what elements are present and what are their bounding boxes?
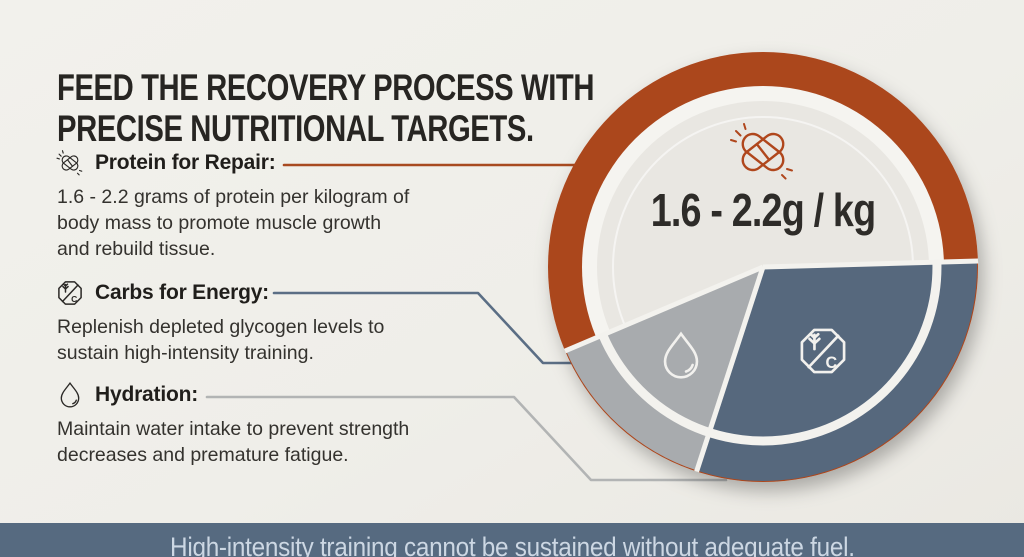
section-body: Maintain water intake to prevent strengt… [57, 418, 410, 466]
section-heading: Carbs for Energy: [95, 281, 269, 304]
plate-rim-arc [598, 262, 942, 446]
section-hydration: Hydration: Maintain water intake to prev… [55, 380, 475, 468]
protein-capsules-icon [730, 123, 793, 180]
water-drop-icon [663, 331, 699, 379]
section-body: Replenish depleted glycogen levels to su… [57, 316, 385, 364]
section-carbs: C Carbs for Energy: Replenish depleted g… [55, 278, 475, 366]
section-body: 1.6 - 2.2 grams of protein per kilogram … [57, 186, 410, 260]
section-heading: Protein for Repair: [95, 151, 276, 174]
carb-letter: C [826, 354, 838, 372]
hydration-slice [566, 267, 763, 471]
wheat-crossed-c-icon: C [800, 328, 846, 374]
carb-letter: C [71, 294, 77, 304]
page-title: FEED THE RECOVERY PROCESS WITH PRECISE N… [57, 66, 595, 150]
plate-rim [582, 86, 944, 448]
plate-inner-highlight [612, 116, 914, 418]
protein-ring-segment [548, 52, 978, 482]
wheat-crossed-c-icon: C [58, 281, 82, 305]
section-heading: Hydration: [95, 383, 199, 406]
plate-value-label: 1.6 - 2.2g / kg [650, 184, 876, 236]
plate-center [597, 101, 929, 433]
carbs-slice [696, 261, 977, 481]
recovery-plate-chart: C [548, 52, 979, 482]
slice-divider-lines [564, 258, 979, 473]
water-drop-icon [60, 382, 80, 408]
section-protein: Protein for Repair: 1.6 - 2.2 grams of p… [55, 148, 475, 262]
protein-capsules-icon [56, 150, 83, 176]
footer-message: High-intensity training cannot be sustai… [169, 532, 855, 557]
footer-banner: High-intensity training cannot be sustai… [0, 523, 1024, 557]
